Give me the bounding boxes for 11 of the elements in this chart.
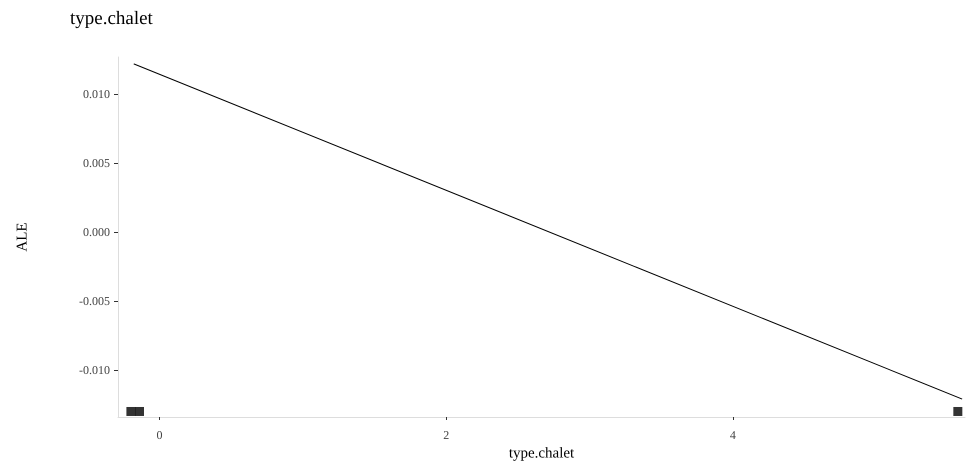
y-tick-label: -0.010 (79, 363, 110, 378)
y-tick-label: -0.005 (79, 294, 110, 308)
y-tick-label: 0.010 (83, 87, 110, 102)
x-tick-label: 4 (730, 428, 736, 442)
y-tick-label: 0.005 (83, 156, 110, 170)
x-axis-title: type.chalet (508, 445, 576, 462)
y-tick-label: 0.000 (83, 225, 110, 240)
chart-title: type.chalet (70, 8, 154, 29)
x-tick-label: 2 (443, 428, 450, 442)
y-axis-title: ALE (14, 222, 30, 252)
x-tick-label: 0 (156, 428, 163, 442)
